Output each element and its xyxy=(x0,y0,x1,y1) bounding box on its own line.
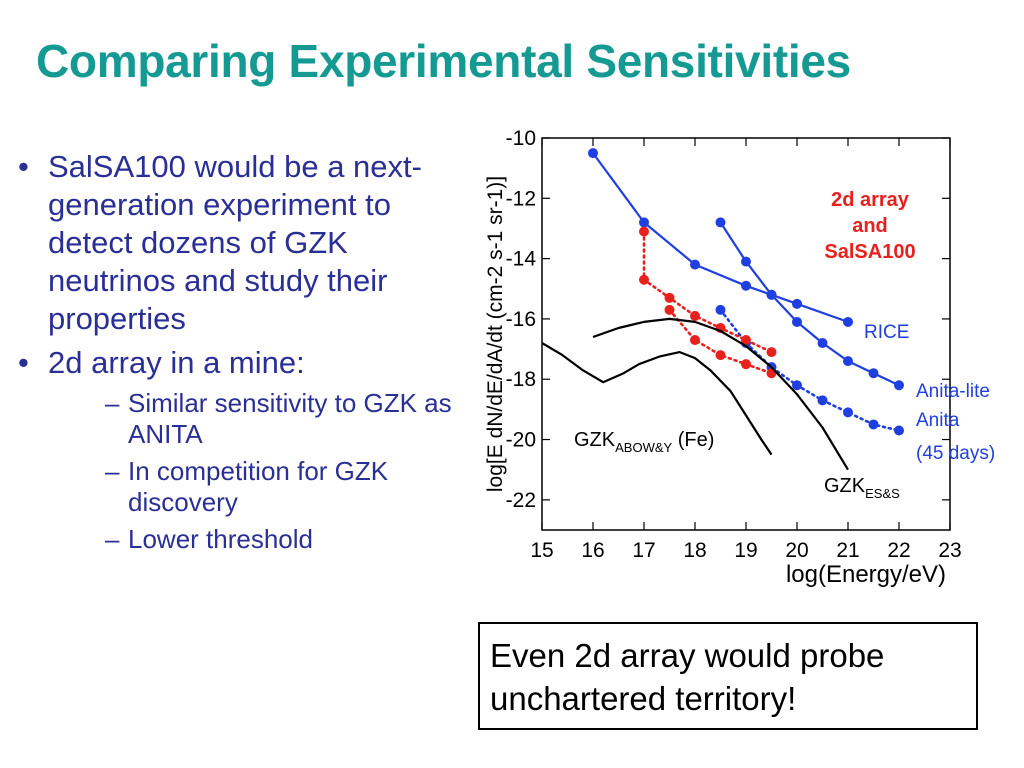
anita-lite-label: Anita-lite xyxy=(916,381,990,402)
x-tick-label: 18 xyxy=(683,539,706,562)
data-point xyxy=(843,356,853,367)
rice-label: RICE xyxy=(864,322,909,343)
data-point xyxy=(741,256,751,267)
sub-bullet-item: – In competition for GZK discovery xyxy=(48,456,454,518)
bullet-text: SalSA100 would be a next-generation expe… xyxy=(48,149,422,336)
data-point xyxy=(588,148,598,159)
data-point xyxy=(664,292,675,303)
sub-bullet-text: In competition for GZK discovery xyxy=(128,456,389,517)
sub-bullet-text: Lower threshold xyxy=(128,524,313,554)
data-point xyxy=(766,289,777,300)
bullet-item: • SalSA100 would be a next-generation ex… xyxy=(14,148,454,338)
dash-icon: – xyxy=(105,456,120,486)
bullet-list: • SalSA100 would be a next-generation ex… xyxy=(14,148,454,561)
sub-bullet-text: Similar sensitivity to GZK as ANITA xyxy=(128,388,452,449)
data-point xyxy=(817,338,828,349)
sensitivity-chart: 15 16 17 18 19 20 21 22 23-10-12-14-16-18-20-22l… xyxy=(484,127,995,588)
bullet-dot-icon: • xyxy=(18,345,29,380)
anita-label: Anita xyxy=(916,410,960,431)
data-point xyxy=(690,335,700,346)
data-point xyxy=(664,304,675,315)
gzk-abowy-sub: ABOW&Y xyxy=(615,440,672,455)
data-point xyxy=(741,280,751,291)
y-tick-label: -16 xyxy=(506,308,536,331)
data-point xyxy=(894,380,904,391)
data-point xyxy=(690,259,700,270)
y-tick-label: -18 xyxy=(506,368,536,391)
data-point xyxy=(868,368,879,379)
data-point xyxy=(868,419,879,430)
y-tick-label: -20 xyxy=(506,429,536,452)
series-line xyxy=(541,342,773,456)
data-point xyxy=(766,347,777,358)
x-tick-label: 23 xyxy=(938,539,961,562)
data-point xyxy=(715,350,726,361)
gzk-abowy-label: GZKABOW&Y (Fe) xyxy=(574,429,714,455)
data-point xyxy=(639,226,649,237)
y-tick-label: -14 xyxy=(506,248,537,271)
x-tick-label: 16 xyxy=(581,539,604,562)
dash-icon: – xyxy=(105,388,120,418)
gzk-abowy-tail: (Fe) xyxy=(672,429,714,451)
data-point xyxy=(741,359,751,370)
gzk-ess-base: GZK xyxy=(824,475,866,497)
annotation-2d-array-text: and xyxy=(852,215,888,237)
data-point xyxy=(817,395,828,406)
callout-box: Even 2d array would probe unchartered te… xyxy=(478,622,978,730)
series-line xyxy=(592,317,849,471)
bullet-text: 2d array in a mine: xyxy=(48,345,305,380)
y-tick-label: -12 xyxy=(506,187,536,210)
data-point xyxy=(690,310,700,321)
x-tick-label: 21 xyxy=(836,539,859,562)
bullet-item: • 2d array in a mine: – Similar sensitiv… xyxy=(14,344,454,555)
anita-days-label: (45 days) xyxy=(916,443,995,464)
data-point xyxy=(639,217,649,228)
dash-icon: – xyxy=(105,524,120,554)
bullet-dot-icon: • xyxy=(18,149,29,184)
sub-bullet-item: – Lower threshold xyxy=(48,524,454,555)
y-tick-label: -22 xyxy=(506,489,536,512)
x-tick-label: 19 xyxy=(734,539,757,562)
data-point xyxy=(741,335,751,346)
data-point xyxy=(639,274,649,285)
data-point xyxy=(843,407,853,418)
y-tick-label: -10 xyxy=(506,127,536,150)
data-point xyxy=(715,304,726,315)
x-tick-label: 17 xyxy=(632,539,655,562)
annotation-2d-array-text: SalSA100 xyxy=(824,241,915,263)
data-point xyxy=(843,316,853,327)
y-axis-label: log[E dN/dE/dA/dt (cm-2 s-1 sr-1)] xyxy=(484,176,507,492)
x-tick-label: 22 xyxy=(887,539,910,562)
x-axis-label: log(Energy/eV) xyxy=(786,561,946,588)
data-point xyxy=(792,298,802,309)
x-tick-label: 20 xyxy=(785,539,808,562)
data-point xyxy=(894,425,904,436)
gzk-ess-sub: ES&S xyxy=(865,486,900,501)
x-tick-label: 15 xyxy=(530,539,553,562)
data-point xyxy=(792,316,802,327)
gzk-abowy-base: GZK xyxy=(574,429,616,451)
slide-title: Comparing Experimental Sensitivities xyxy=(36,35,851,87)
sub-bullet-item: – Similar sensitivity to GZK as ANITA xyxy=(48,388,454,450)
gzk-ess-label: GZKES&S xyxy=(824,475,900,501)
data-point xyxy=(715,217,726,228)
series-line xyxy=(719,308,901,432)
annotation-2d-array-text: 2d array xyxy=(831,189,910,211)
plot-frame xyxy=(541,137,951,531)
data-point xyxy=(792,380,802,391)
